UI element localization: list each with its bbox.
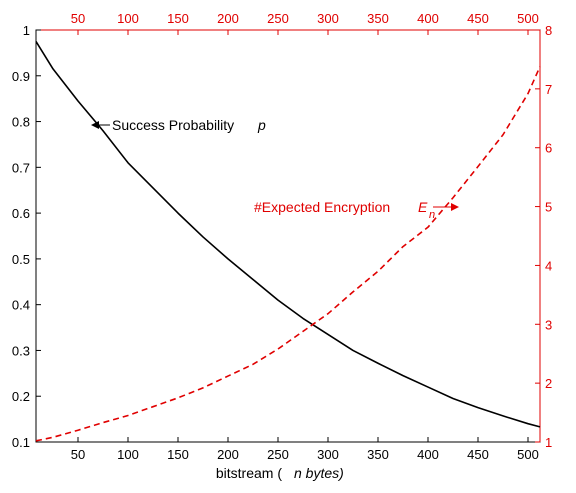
annotation-success-symbol: p xyxy=(257,117,266,133)
annotation-encryption-symbol: E xyxy=(418,199,428,215)
right-tick-label: 8 xyxy=(545,23,552,38)
top-tick-label: 50 xyxy=(71,11,85,26)
left-tick-label: 0.1 xyxy=(12,435,30,450)
annotation-encryption-subscript: n xyxy=(429,209,435,221)
right-tick-label: 7 xyxy=(545,82,552,97)
annotation-success-label: Success Probability xyxy=(112,117,234,133)
right-tick-label: 1 xyxy=(545,435,552,450)
bottom-tick-label: 250 xyxy=(267,447,289,462)
top-tick-label: 500 xyxy=(517,11,539,26)
right-tick-label: 6 xyxy=(545,141,552,156)
bottom-tick-label: 300 xyxy=(317,447,339,462)
left-tick-label: 0.9 xyxy=(12,69,30,84)
bottom-tick-label: 350 xyxy=(367,447,389,462)
left-tick-label: 0.2 xyxy=(12,389,30,404)
top-tick-label: 400 xyxy=(417,11,439,26)
top-tick-label: 350 xyxy=(367,11,389,26)
left-tick-label: 0.8 xyxy=(12,115,30,130)
plot-area xyxy=(36,30,540,442)
left-tick-label: 0.4 xyxy=(12,298,30,313)
left-tick-label: 0.5 xyxy=(12,252,30,267)
top-tick-label: 150 xyxy=(167,11,189,26)
right-tick-label: 3 xyxy=(545,317,552,332)
bottom-tick-label: 500 xyxy=(517,447,539,462)
right-tick-label: 5 xyxy=(545,200,552,215)
x-axis-label: bitstream ( xyxy=(216,465,282,481)
right-tick-label: 2 xyxy=(545,376,552,391)
top-tick-label: 250 xyxy=(267,11,289,26)
right-tick-label: 4 xyxy=(545,258,552,273)
top-tick-label: 200 xyxy=(217,11,239,26)
left-tick-label: 0.3 xyxy=(12,343,30,358)
bottom-tick-label: 150 xyxy=(167,447,189,462)
bottom-tick-label: 50 xyxy=(71,447,85,462)
bottom-tick-label: 450 xyxy=(467,447,489,462)
top-tick-label: 100 xyxy=(117,11,139,26)
left-tick-label: 0.6 xyxy=(12,206,30,221)
bottom-tick-label: 100 xyxy=(117,447,139,462)
left-tick-label: 0.7 xyxy=(12,160,30,175)
top-tick-label: 450 xyxy=(467,11,489,26)
annotation-encryption-label: #Expected Encryption xyxy=(254,199,390,215)
bottom-tick-label: 200 xyxy=(217,447,239,462)
bottom-tick-label: 400 xyxy=(417,447,439,462)
top-tick-label: 300 xyxy=(317,11,339,26)
left-tick-label: 1 xyxy=(23,23,30,38)
x-axis-label-italic: n bytes) xyxy=(294,465,344,481)
